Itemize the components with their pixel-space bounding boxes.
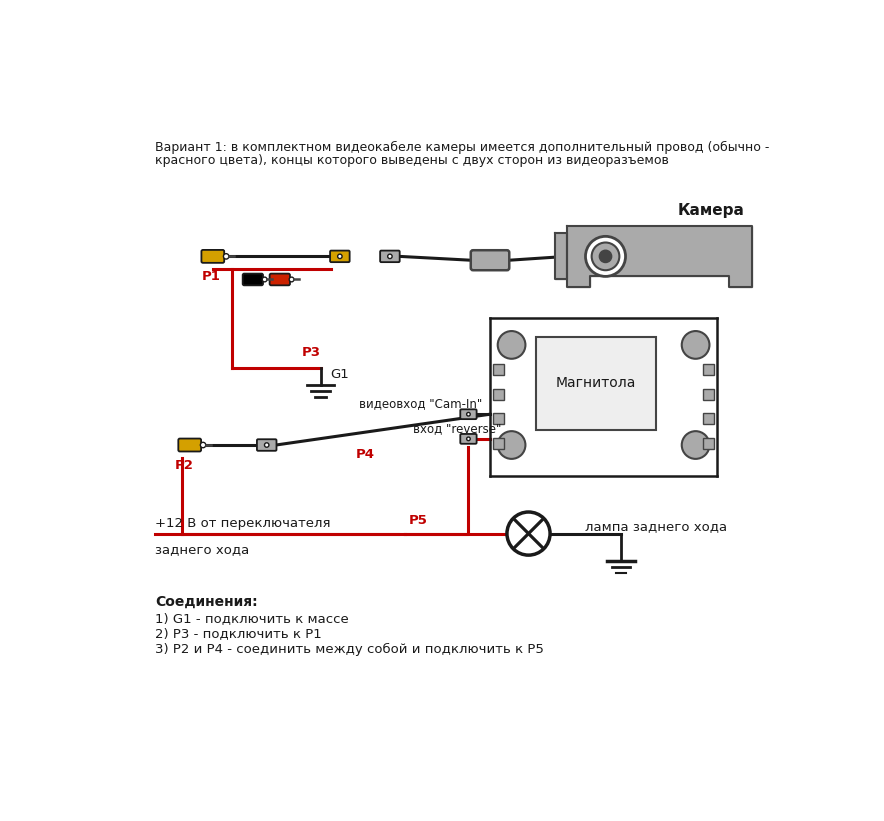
FancyBboxPatch shape <box>704 389 714 400</box>
FancyBboxPatch shape <box>330 250 350 262</box>
FancyBboxPatch shape <box>704 438 714 449</box>
Circle shape <box>388 255 392 259</box>
Circle shape <box>585 236 626 277</box>
Text: красного цвета), концы которого выведены с двух сторон из видеоразъемов: красного цвета), концы которого выведены… <box>155 154 669 167</box>
FancyBboxPatch shape <box>179 438 201 452</box>
Circle shape <box>498 431 525 459</box>
Text: +12 В от переключателя: +12 В от переключателя <box>155 516 331 530</box>
FancyBboxPatch shape <box>461 410 476 420</box>
Text: заднего хода: заднего хода <box>155 543 249 556</box>
Circle shape <box>289 277 294 282</box>
FancyBboxPatch shape <box>493 389 504 400</box>
FancyBboxPatch shape <box>270 273 290 286</box>
FancyBboxPatch shape <box>537 337 656 429</box>
Circle shape <box>338 255 342 259</box>
FancyBboxPatch shape <box>471 250 509 270</box>
FancyBboxPatch shape <box>493 414 504 424</box>
Circle shape <box>467 412 470 416</box>
Circle shape <box>263 277 267 282</box>
Text: 1) G1 - подключить к массе: 1) G1 - подключить к массе <box>155 612 349 625</box>
Text: 3) P2 и P4 - соединить между собой и подключить к P5: 3) P2 и P4 - соединить между собой и под… <box>155 643 544 656</box>
Text: Магнитола: Магнитола <box>556 376 636 391</box>
Circle shape <box>498 331 525 359</box>
Text: Вариант 1: в комплектном видеокабеле камеры имеется дополнительный провод (обычн: Вариант 1: в комплектном видеокабеле кам… <box>155 141 769 154</box>
Text: G1: G1 <box>330 368 348 381</box>
Polygon shape <box>567 226 751 287</box>
Circle shape <box>682 431 710 459</box>
Text: P3: P3 <box>301 346 320 360</box>
FancyBboxPatch shape <box>202 250 225 263</box>
FancyBboxPatch shape <box>380 250 400 262</box>
Text: P1: P1 <box>202 270 220 283</box>
Text: лампа заднего хода: лампа заднего хода <box>584 520 727 533</box>
Text: видеовход "Cam-In": видеовход "Cam-In" <box>359 397 483 410</box>
Text: Соединения:: Соединения: <box>155 595 257 609</box>
Text: Камера: Камера <box>677 203 744 218</box>
Text: P5: P5 <box>409 515 428 527</box>
Text: 2) P3 - подключить к P1: 2) P3 - подключить к P1 <box>155 627 322 640</box>
Circle shape <box>599 250 612 263</box>
FancyBboxPatch shape <box>704 414 714 424</box>
FancyBboxPatch shape <box>243 273 263 286</box>
FancyBboxPatch shape <box>493 438 504 449</box>
FancyBboxPatch shape <box>493 365 504 375</box>
Circle shape <box>591 242 620 270</box>
Circle shape <box>682 331 710 359</box>
Circle shape <box>467 437 470 441</box>
Text: P2: P2 <box>174 459 194 472</box>
Circle shape <box>507 512 550 555</box>
Text: P4: P4 <box>355 448 374 461</box>
Circle shape <box>201 443 206 447</box>
Text: вход "reverse": вход "reverse" <box>413 422 501 435</box>
FancyBboxPatch shape <box>704 365 714 375</box>
Circle shape <box>264 443 269 447</box>
Circle shape <box>224 254 229 259</box>
FancyBboxPatch shape <box>461 434 476 444</box>
FancyBboxPatch shape <box>257 439 277 451</box>
Polygon shape <box>555 233 567 279</box>
